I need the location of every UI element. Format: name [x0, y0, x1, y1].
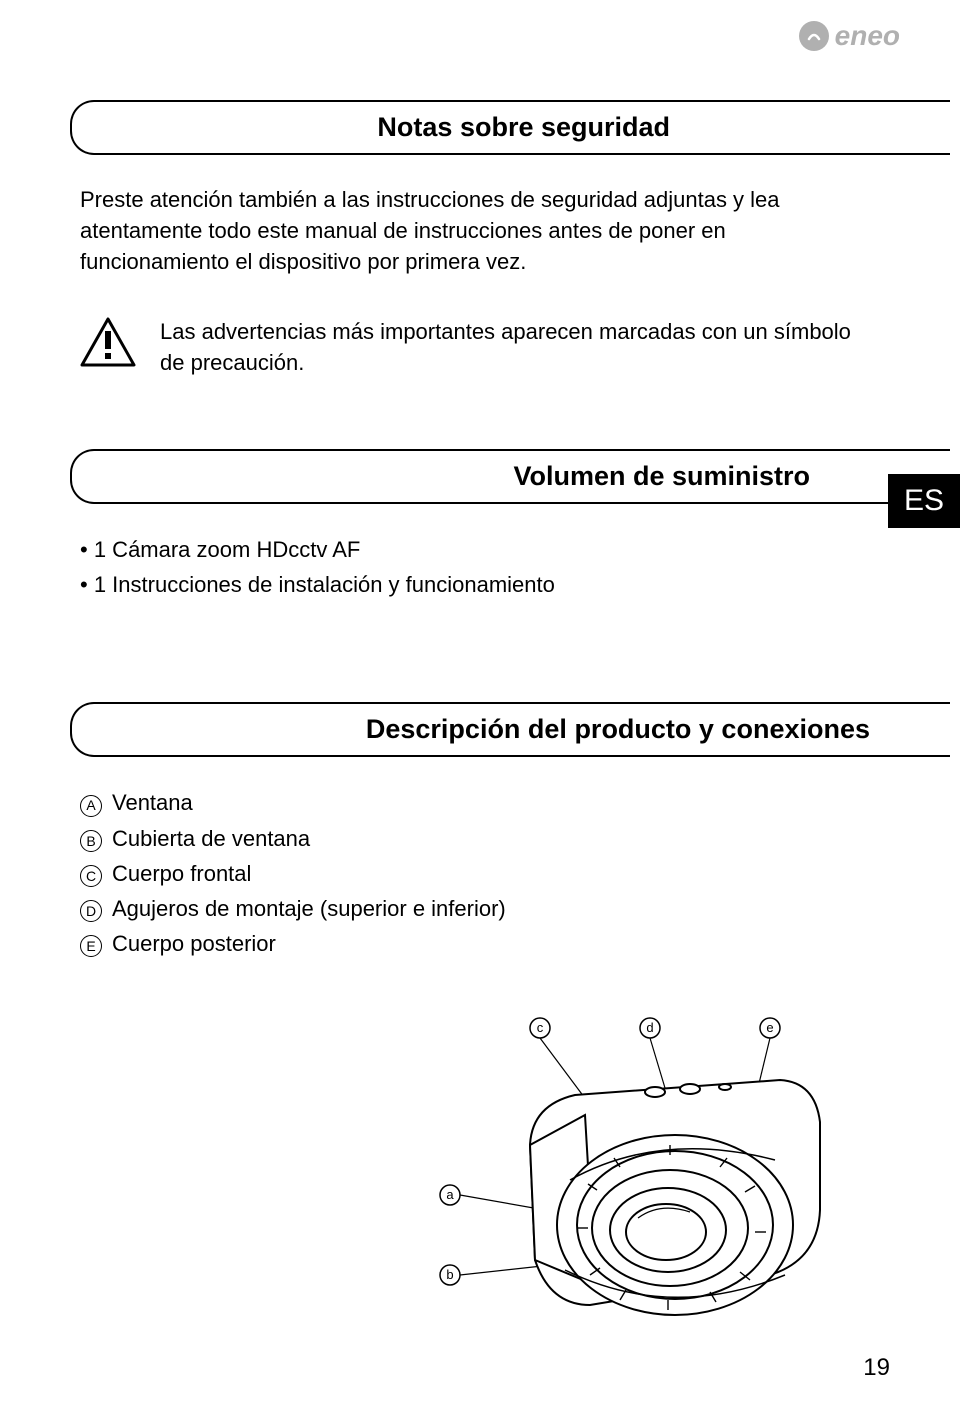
svg-text:e: e [766, 1020, 773, 1035]
brand-logo: eneo [799, 20, 900, 52]
legend-row: D Agujeros de montaje (superior e inferi… [80, 891, 900, 926]
language-badge: ES [888, 474, 960, 528]
section-title-safety: Notas sobre seguridad [112, 112, 930, 143]
legend-marker: D [80, 900, 102, 922]
section-header-supply: Volumen de suministro [70, 449, 950, 504]
warning-icon [80, 317, 136, 372]
supply-list: 1 Cámara zoom HDcctv AF 1 Instrucciones … [80, 532, 900, 602]
warning-text: Las advertencias más importantes aparece… [160, 317, 880, 379]
svg-text:d: d [646, 1020, 653, 1035]
legend-marker: C [80, 865, 102, 887]
brand-name: eneo [835, 20, 900, 52]
legend-label: Cuerpo frontal [112, 856, 251, 891]
legend-label: Cubierta de ventana [112, 821, 310, 856]
legend-row: C Cuerpo frontal [80, 856, 900, 891]
legend-marker: A [80, 795, 102, 817]
warning-row: Las advertencias más importantes aparece… [80, 317, 900, 379]
supply-item: 1 Instrucciones de instalación y funcion… [80, 567, 900, 602]
supply-item: 1 Cámara zoom HDcctv AF [80, 532, 900, 567]
legend-row: A Ventana [80, 785, 900, 820]
section-header-safety: Notas sobre seguridad [70, 100, 950, 155]
brand-logo-mark [799, 21, 829, 51]
legend-label: Ventana [112, 785, 193, 820]
section-title-supply: Volumen de suministro [112, 461, 930, 492]
section-header-product: Descripción del producto y conexiones [70, 702, 950, 757]
legend-marker: E [80, 935, 102, 957]
legend-list: A Ventana B Cubierta de ventana C Cuerpo… [80, 785, 900, 961]
svg-text:a: a [446, 1187, 454, 1202]
legend-label: Cuerpo posterior [112, 926, 276, 961]
page-number: 19 [863, 1354, 890, 1382]
legend-marker: B [80, 830, 102, 852]
product-diagram: c d e a b [420, 1010, 880, 1350]
svg-text:b: b [446, 1267, 453, 1282]
safety-paragraph: Preste atención también a las instruccio… [80, 185, 900, 277]
legend-row: E Cuerpo posterior [80, 926, 900, 961]
legend-label: Agujeros de montaje (superior e inferior… [112, 891, 506, 926]
legend-row: B Cubierta de ventana [80, 821, 900, 856]
svg-text:c: c [537, 1020, 544, 1035]
section-title-product: Descripción del producto y conexiones [112, 714, 930, 745]
